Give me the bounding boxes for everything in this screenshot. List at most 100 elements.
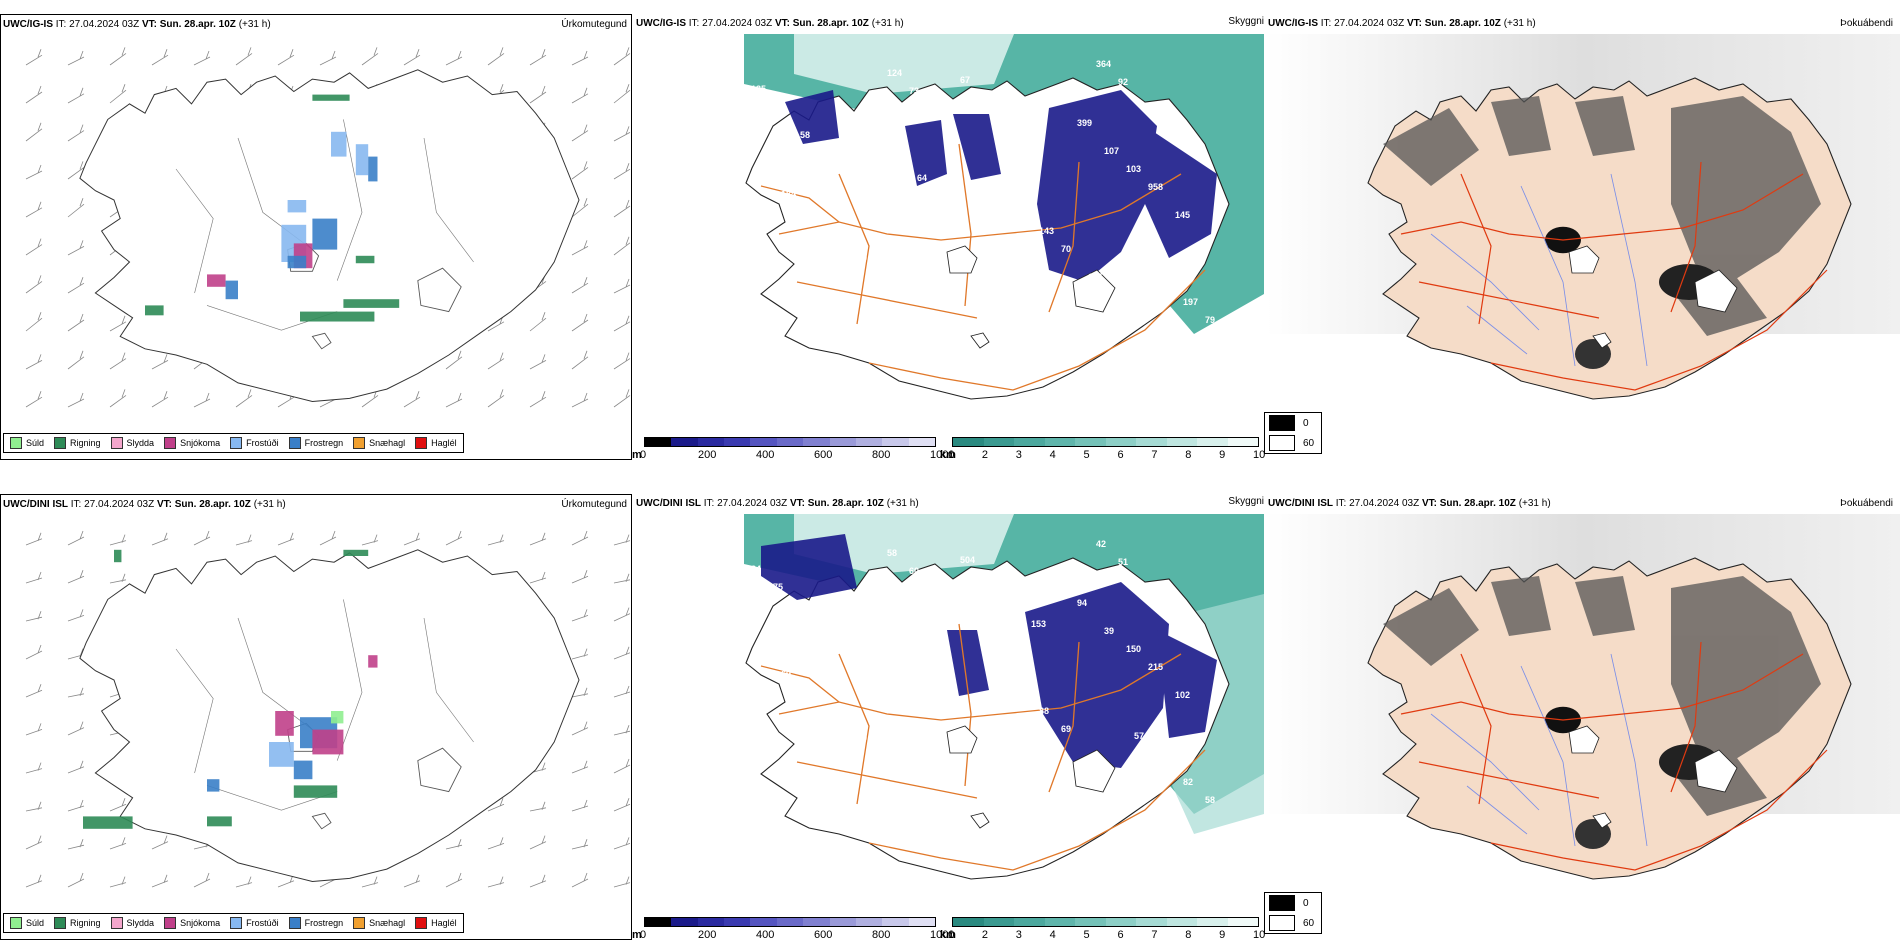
legend-swatch bbox=[353, 437, 366, 449]
fog-legend-item: 0 bbox=[1265, 893, 1321, 913]
cloudbase-value: 51 bbox=[1118, 557, 1128, 567]
legend-swatch bbox=[54, 917, 67, 929]
cloudbase-value: 893 bbox=[724, 56, 739, 66]
legend-item: Haglél bbox=[415, 917, 457, 929]
colorbar-tick: 2 bbox=[981, 929, 988, 941]
legend-label: Snæhagl bbox=[369, 438, 406, 448]
cloudbase-value: 153 bbox=[1031, 619, 1046, 629]
cloudbase-value: 58 bbox=[887, 548, 897, 558]
legend-item: Slydda bbox=[110, 917, 155, 929]
colorbar-tick: 600 bbox=[814, 449, 833, 461]
colorbar-unit: km bbox=[940, 449, 956, 461]
colorbar-tick: 1000 bbox=[930, 449, 955, 461]
cloudbase-value: 233 bbox=[822, 628, 837, 638]
legend-label: Slydda bbox=[126, 438, 155, 448]
legend-label: Frostregn bbox=[304, 918, 344, 928]
legend-swatch bbox=[10, 437, 22, 449]
legend-label: Snjókoma bbox=[180, 438, 221, 448]
cloudbase-value: 135 bbox=[751, 84, 766, 94]
colorbar-tick: 1000 bbox=[930, 929, 955, 941]
cloudbase-value: 73 bbox=[909, 86, 919, 96]
cloudbase-value: 281 bbox=[1156, 749, 1171, 759]
cloudbase-value: 64 bbox=[917, 173, 927, 183]
cloudbase-value: 68 bbox=[1069, 331, 1079, 341]
colorbar-strip bbox=[644, 917, 936, 927]
panel-title: Þokuábendi bbox=[1840, 18, 1893, 29]
colorbar-tick: 8 bbox=[1185, 929, 1192, 941]
fog-legend-swatch bbox=[1269, 915, 1295, 931]
colorbar-tick: 4 bbox=[1049, 929, 1056, 941]
panel-header: UWC/IG-IS IT: 27.04.2024 03Z VT: Sun. 28… bbox=[636, 18, 904, 29]
cloudbase-colorbar-row1: m 0 200 400 600 800 1000 bbox=[632, 437, 954, 461]
legend-label: Snjókoma bbox=[180, 918, 221, 928]
cloudbase-value: 259 bbox=[852, 253, 867, 263]
panel-header: UWC/DINI ISL IT: 27.04.2024 03Z VT: Sun.… bbox=[3, 499, 286, 510]
panel-title: Þokuábendi bbox=[1840, 498, 1893, 509]
colorbar-strip bbox=[952, 917, 1259, 927]
cloudbase-value: 52 bbox=[982, 93, 992, 103]
cloudbase-value: 77 bbox=[952, 288, 962, 298]
cloudbase-value: 143 bbox=[1134, 251, 1149, 261]
cloudbase-value: 39 bbox=[1104, 626, 1114, 636]
legend-swatch bbox=[288, 437, 301, 449]
cloudbase-value: 57 bbox=[1134, 731, 1144, 741]
visibility-colorbar-row2: km 1 2 3 4 5 6 7 8 9 10 bbox=[940, 917, 1270, 941]
cloudbase-value: 43 bbox=[925, 740, 935, 750]
precip-map bbox=[25, 530, 631, 888]
colorbar-tick: 10 bbox=[1253, 449, 1266, 461]
cloudbase-value: 24 bbox=[751, 564, 761, 574]
cloudbase-value: 143 bbox=[990, 180, 1005, 190]
cloudbase-value: 145 bbox=[1175, 210, 1190, 220]
cloudbase-value: 193 bbox=[816, 784, 831, 794]
cloudbase-value: 70 bbox=[773, 102, 783, 112]
legend-item: Frostregn bbox=[288, 917, 344, 929]
fog-map bbox=[1266, 34, 1900, 400]
legend-item: Haglél bbox=[415, 437, 457, 449]
panel-title: Úrkomutegund bbox=[561, 19, 627, 30]
cloudbase-value: 958 bbox=[1148, 182, 1163, 192]
cloudbase-value: 59 bbox=[868, 607, 878, 617]
colorbar-tick: 7 bbox=[1151, 929, 1158, 941]
legend-swatch bbox=[415, 437, 428, 449]
fog-legend-row2: 0 60 bbox=[1264, 892, 1322, 934]
cloudbase-value: 62 bbox=[903, 242, 913, 252]
fog-panel-row1: UWC/IG-IS IT: 27.04.2024 03Z VT: Sun. 28… bbox=[1266, 14, 1900, 460]
cloudbase-value: 999 bbox=[852, 733, 867, 743]
colorbar-tick: 800 bbox=[872, 929, 891, 941]
colorbar-tick: 0 bbox=[640, 449, 647, 461]
cloudbase-value: 94 bbox=[1077, 598, 1087, 608]
fog-legend-label: 0 bbox=[1303, 417, 1309, 429]
fog-map bbox=[1266, 514, 1900, 880]
visibility-panel-row1: UWC/IG-IS IT: 27.04.2024 03Z VT: Sun. 28… bbox=[634, 14, 1264, 460]
legend-label: Rigning bbox=[70, 918, 101, 928]
legend-swatch bbox=[10, 917, 22, 929]
cloudbase-value: 170 bbox=[816, 304, 831, 314]
cloudbase-value: 68 bbox=[1156, 269, 1166, 279]
cloudbase-value: 305 bbox=[925, 260, 940, 270]
legend-label: Rigning bbox=[70, 438, 101, 448]
cloudbase-value: 61 bbox=[1047, 313, 1057, 323]
colorbar-tick: 9 bbox=[1219, 449, 1226, 461]
cloudbase-value: 60 bbox=[909, 566, 919, 576]
fog-legend-swatch bbox=[1269, 895, 1295, 911]
colorbar-unit: m bbox=[632, 449, 642, 461]
legend-label: Frostúði bbox=[246, 438, 279, 448]
rivers bbox=[1430, 653, 1648, 847]
cloudbase-value: 50 bbox=[808, 697, 818, 707]
fog-legend-label: 0 bbox=[1303, 897, 1309, 909]
cloudbase-value: 858 bbox=[996, 324, 1011, 334]
cloudbase-value: 690 bbox=[1004, 111, 1019, 121]
fog-panel-row2: UWC/DINI ISL IT: 27.04.2024 03Z VT: Sun.… bbox=[1266, 494, 1900, 940]
panel-header: UWC/DINI ISL IT: 27.04.2024 03Z VT: Sun.… bbox=[636, 498, 919, 509]
fog-legend-row1: 0 60 bbox=[1264, 412, 1322, 454]
legend-swatch bbox=[230, 437, 243, 449]
fog-legend-swatch bbox=[1269, 435, 1295, 451]
cloudbase-value: 59 bbox=[1069, 811, 1079, 821]
rivers bbox=[1430, 173, 1648, 367]
roads bbox=[760, 143, 1206, 391]
cloudbase-value: 68 bbox=[990, 660, 1000, 670]
cloudbase-value: 57 bbox=[830, 715, 840, 725]
legend-label: Slydda bbox=[126, 918, 155, 928]
precip-legend: Súld Rigning Slydda Snjókoma Frostúði Frostre… bbox=[3, 433, 464, 453]
precip-map bbox=[25, 47, 631, 408]
